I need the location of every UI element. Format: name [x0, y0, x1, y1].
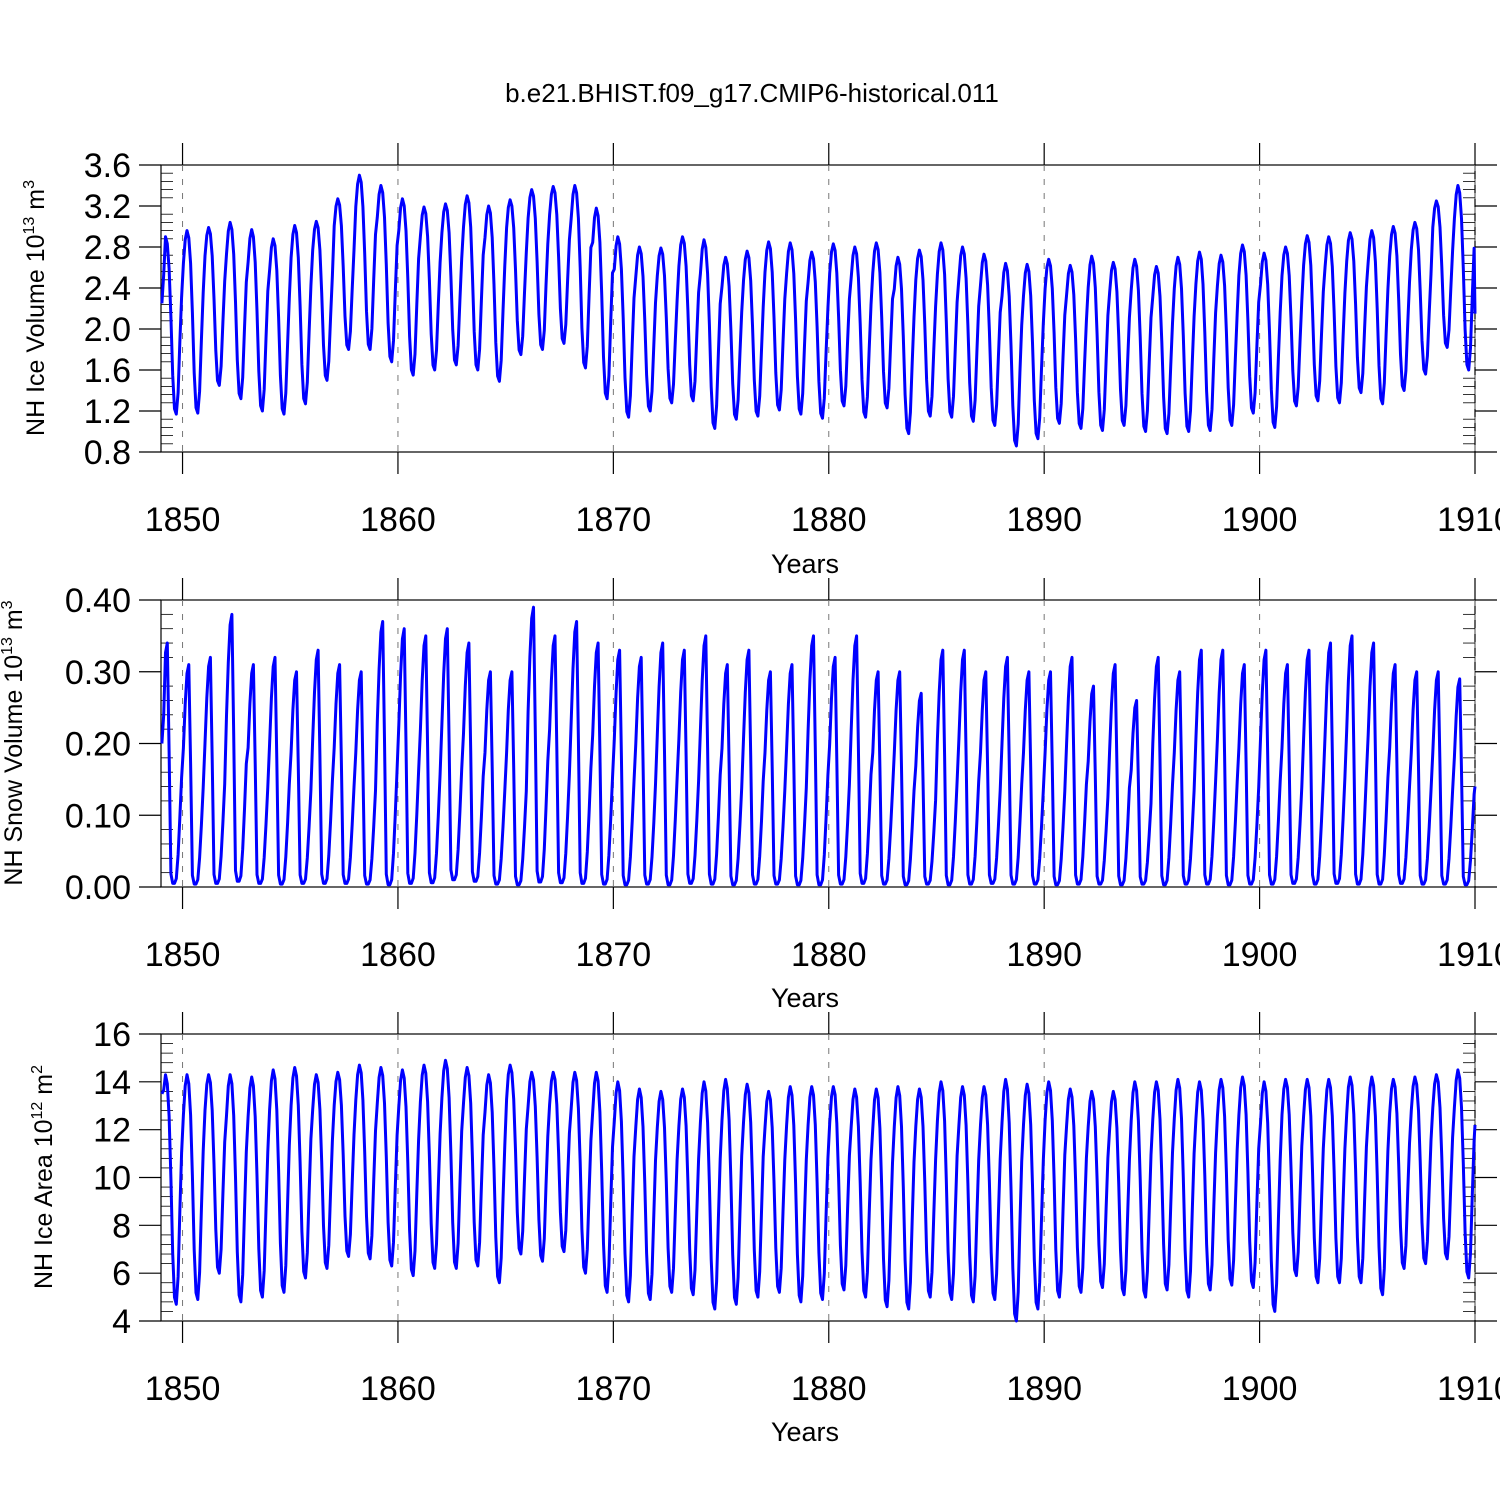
series-line-ice-volume: [160, 173, 1477, 448]
y-tick-label: 4: [112, 1303, 131, 1341]
panel-snow-volume: NH Snow Volume 1013 m3 Years 1850 1860 187…: [0, 578, 1500, 1013]
y-tick-label: 10: [93, 1160, 131, 1198]
y-tick-label: 2.0: [84, 311, 131, 349]
x-tick-label: 1900: [1222, 501, 1298, 539]
panel-ice-area-ylabel: NH Ice Area 1012 m2: [29, 1065, 58, 1289]
y-tick-label: 2.4: [84, 270, 131, 308]
chart-title: b.e21.BHIST.f09_g17.CMIP6-historical.011: [505, 78, 999, 108]
panel-snow-volume-xlabel: Years: [771, 983, 839, 1013]
panel-ice-area-xlabel: Years: [771, 1417, 839, 1447]
x-tick-label: 1860: [360, 1370, 436, 1408]
x-tick-label: 1850: [145, 1370, 221, 1408]
panel-ice-volume-frame: [160, 164, 1476, 453]
y-tick-label: 2.8: [84, 229, 131, 267]
series-line-ice-area: [160, 1058, 1477, 1323]
y-tick-label: 0.30: [65, 654, 131, 692]
x-tick-label: 1870: [576, 501, 652, 539]
y-tick-label: 3.2: [84, 188, 131, 226]
panel-ice-volume-xlabel: Years: [771, 549, 839, 579]
y-tick-label: 0.20: [65, 726, 131, 764]
x-tick-label: 1900: [1222, 1370, 1298, 1408]
y-tick-label: 14: [93, 1064, 131, 1102]
x-tick-label: 1890: [1006, 1370, 1082, 1408]
panel-ice-area: NH Ice Area 1012 m2 Years 1850 1860 1870 18…: [29, 1012, 1500, 1447]
series-line-snow-volume: [160, 605, 1477, 887]
x-tick-label: 1900: [1222, 936, 1298, 974]
x-tick-label: 1890: [1006, 936, 1082, 974]
y-tick-label: 0.8: [84, 434, 131, 472]
panel-snow-volume-ylabel: NH Snow Volume 1013 m3: [0, 600, 28, 885]
y-tick-label: 3.6: [84, 147, 131, 185]
x-tick-label: 1880: [791, 936, 867, 974]
x-tick-label: 1870: [576, 1370, 652, 1408]
y-tick-label: 0.10: [65, 797, 131, 835]
x-tick-label: 1880: [791, 1370, 867, 1408]
y-tick-label: 0.00: [65, 869, 131, 907]
y-tick-label: 1.2: [84, 393, 131, 431]
y-tick-label: 0.40: [65, 582, 131, 620]
x-tick-label: 1850: [145, 501, 221, 539]
x-tick-label: 1870: [576, 936, 652, 974]
y-tick-label: 12: [93, 1112, 131, 1150]
x-tick-label: 1880: [791, 501, 867, 539]
x-tick-label: 1860: [360, 936, 436, 974]
x-tick-label: 1860: [360, 501, 436, 539]
panel-ice-volume: NH Ice Volume 1013 m3 Years 1850 1860 1870…: [21, 143, 1500, 579]
y-tick-label: 1.6: [84, 352, 131, 390]
x-tick-label: 1890: [1006, 501, 1082, 539]
panel-ice-volume-ylabel: NH Ice Volume 1013 m3: [21, 180, 50, 436]
y-tick-label: 6: [112, 1255, 131, 1293]
x-tick-label: 1850: [145, 936, 221, 974]
y-tick-label: 8: [112, 1207, 131, 1245]
y-tick-label: 16: [93, 1016, 131, 1054]
